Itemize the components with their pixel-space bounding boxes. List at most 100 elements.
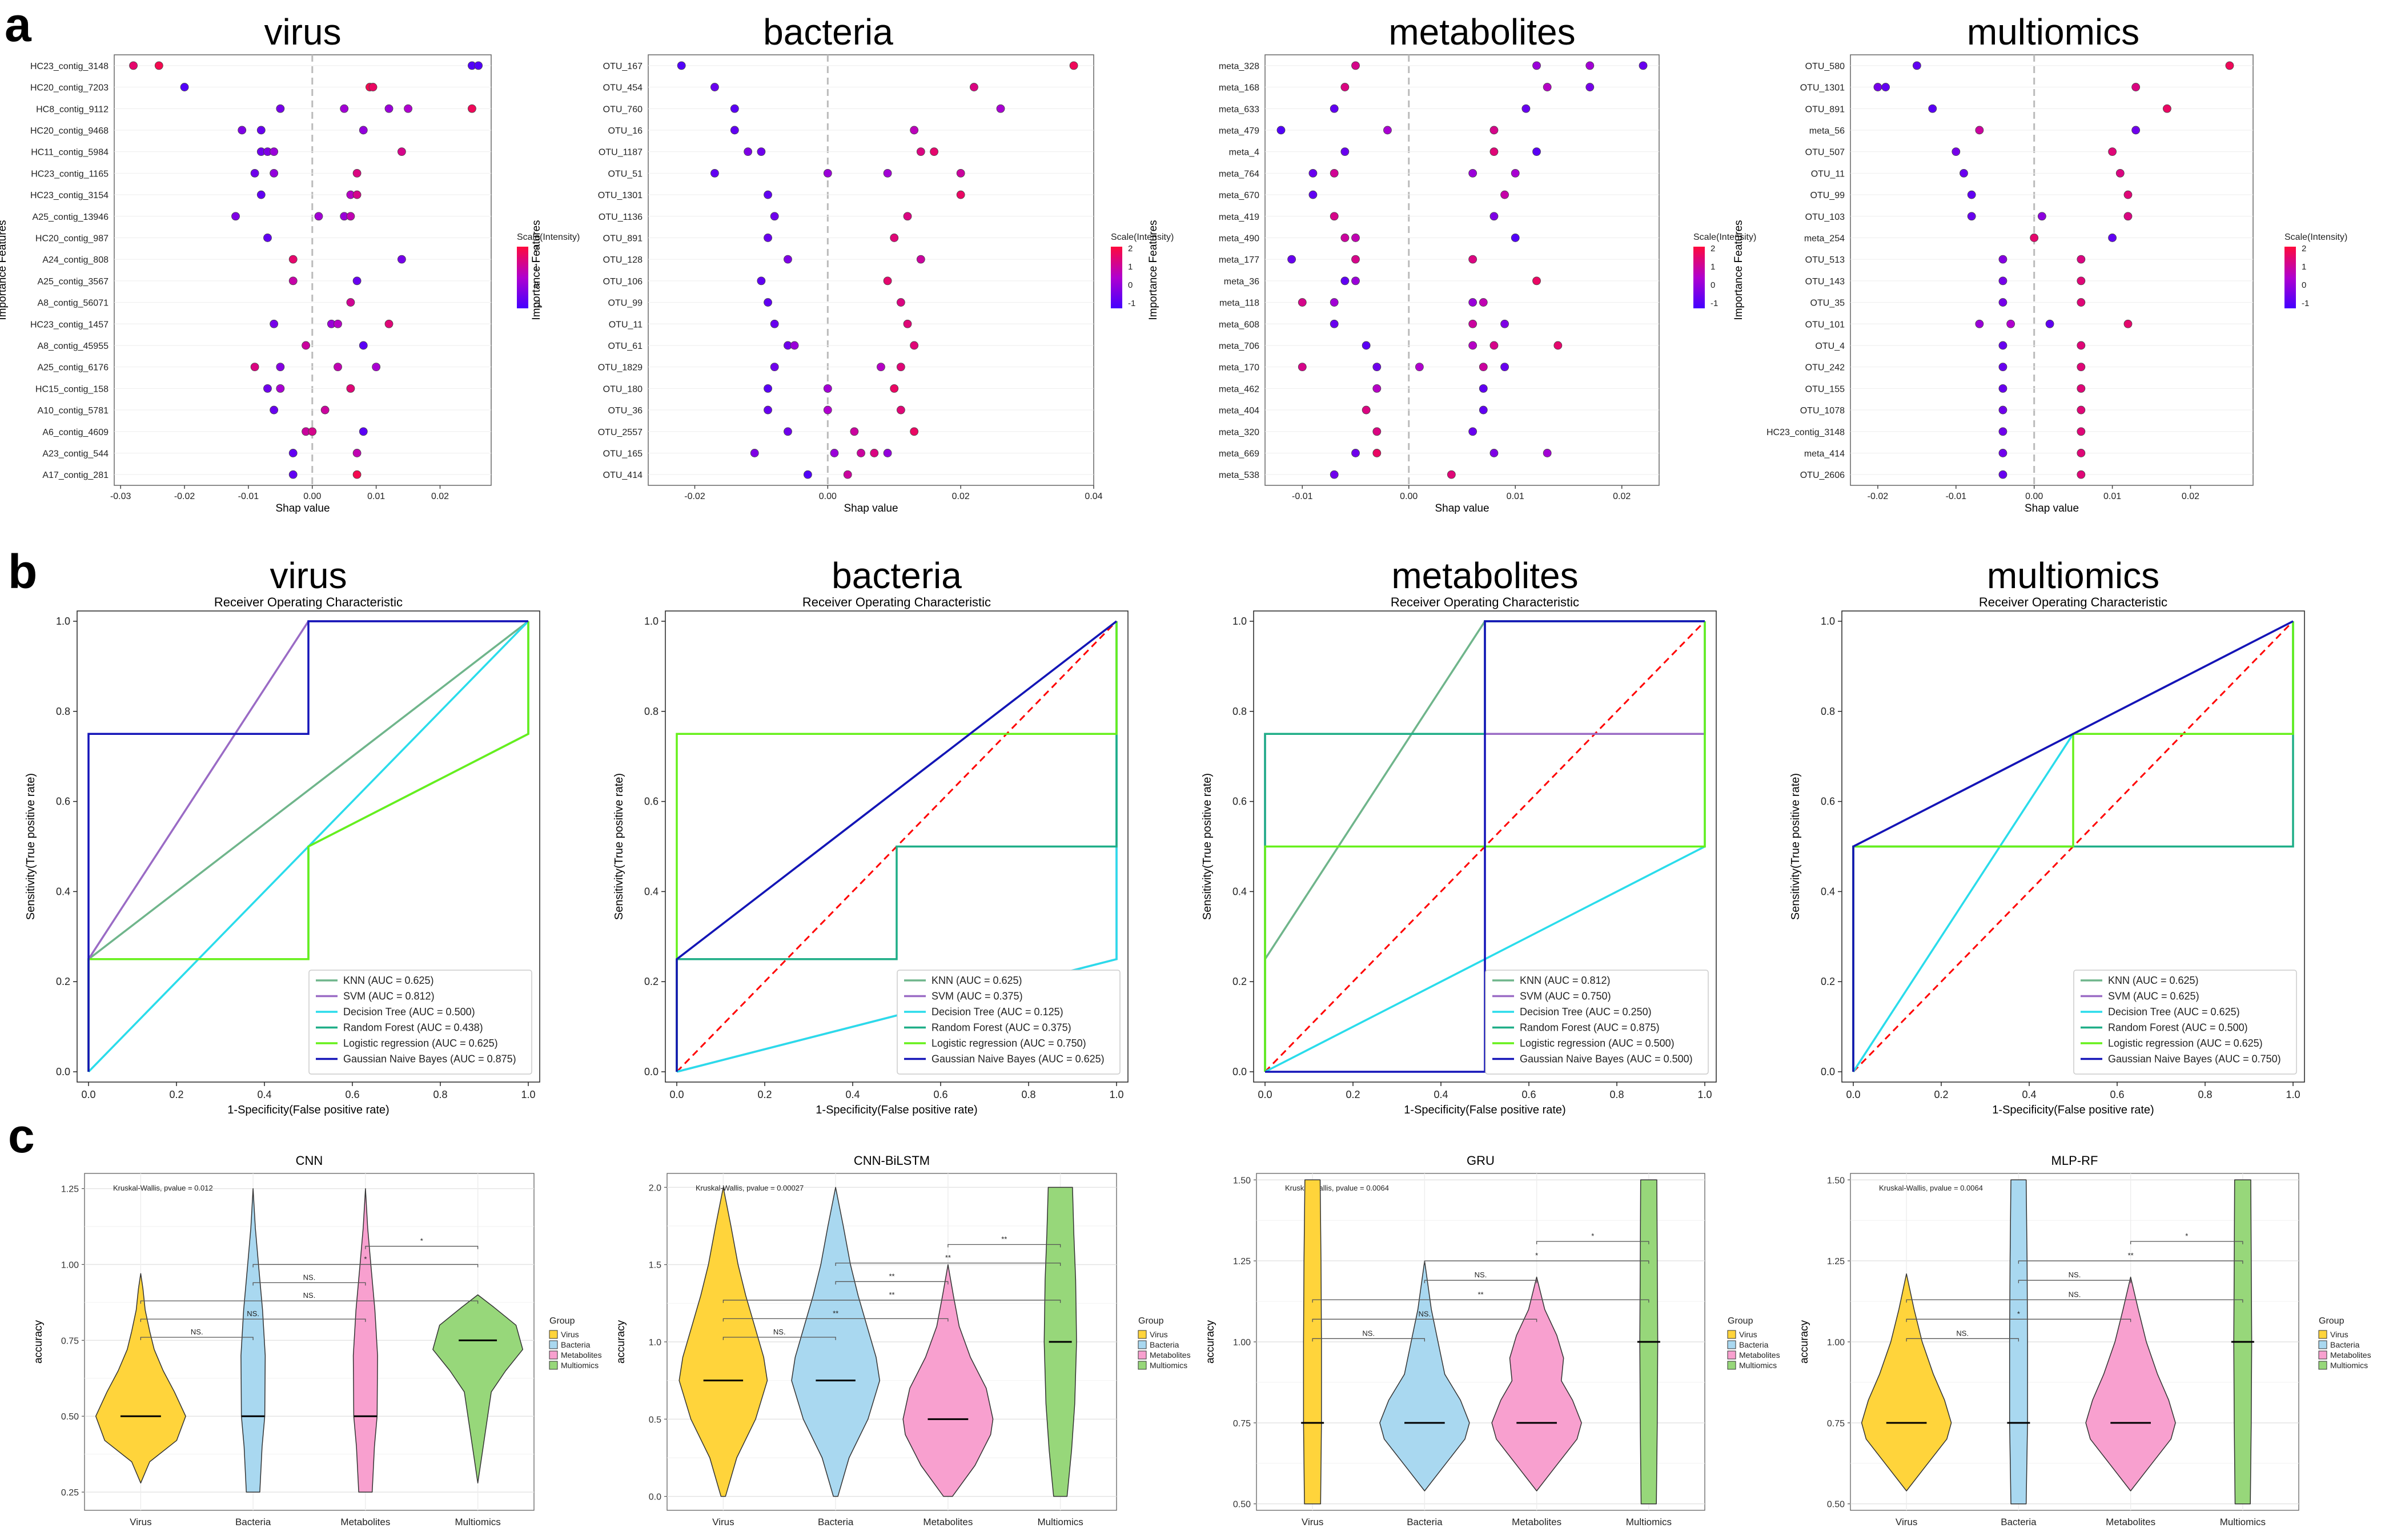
shap-point (916, 147, 925, 156)
shap-point (2030, 234, 2039, 242)
y-tick-label: 0.8 (56, 706, 70, 717)
feature-label: OTU_1301 (1800, 83, 1845, 93)
x-tick-label: 0.02 (431, 492, 449, 501)
shap-point (1330, 470, 1339, 479)
shap-point (1468, 255, 1477, 264)
kruskal-wallis-label: Kruskal-Wallis, pvalue = 0.012 (113, 1184, 213, 1192)
roc-legend: KNN (AUC = 0.625) SVM (AUC = 0.625) Decisi… (2073, 970, 2297, 1075)
roc-subtitle: Receiver Operating Characteristic (214, 595, 403, 609)
x-tick-label: -0.01 (1292, 492, 1313, 501)
shap-point (1532, 147, 1541, 156)
significance-bracket (1312, 1318, 1537, 1322)
legend-label-rf: Random Forest (AUC = 0.500) (2108, 1022, 2248, 1034)
legend-title: Scale(Intensity) (1693, 232, 1756, 242)
feature-label: A8_contig_45955 (37, 341, 109, 351)
shap-point (1952, 147, 1961, 156)
significance-bracket (947, 1244, 1061, 1248)
x-tick-label: 0.02 (952, 492, 970, 501)
shap-point (352, 449, 362, 457)
shap-point (1298, 298, 1307, 307)
feature-label: meta_419 (1219, 212, 1259, 222)
shap-point (1479, 405, 1488, 415)
feature-label: meta_462 (1219, 384, 1259, 394)
plot-frame (1841, 610, 2305, 1083)
y-tick-label: 0.4 (56, 886, 70, 897)
shap-point (896, 405, 905, 415)
feature-label: HC20_contig_987 (35, 234, 109, 243)
significance-bracket (1424, 1260, 1649, 1264)
legend-item: Bacteria (1150, 1340, 1179, 1349)
legend-label-dt: Decision Tree (AUC = 0.625) (2108, 1006, 2240, 1018)
violin-virus (678, 1187, 768, 1497)
significance-label: NS. (773, 1328, 786, 1336)
x-axis-label: Shap value (1435, 502, 1489, 514)
shap-point (1372, 384, 1382, 393)
shap-point (770, 363, 779, 372)
shap-point (1069, 61, 1078, 70)
shap-point (1351, 234, 1360, 242)
roc-title: multiomics (1987, 555, 2159, 596)
shap-point (764, 234, 772, 242)
y-tick-label: 0.2 (644, 976, 659, 987)
legend-item: Bacteria (2330, 1340, 2360, 1349)
legend-colorbar (1693, 247, 1705, 308)
feature-label: meta_170 (1219, 363, 1259, 373)
feature-label: HC11_contig_5984 (31, 148, 109, 158)
x-tick-label: 0.4 (2022, 1089, 2036, 1100)
feature-label: OTU_155 (1805, 384, 1845, 394)
shap-point (1308, 190, 1318, 199)
shap-point (823, 168, 832, 178)
x-tick-label: 0.00 (2025, 492, 2043, 501)
shap-point (1468, 319, 1477, 328)
legend-tick-label: 1 (534, 262, 539, 272)
legend-item: Virus (561, 1330, 579, 1339)
shap-point (314, 212, 323, 221)
legend-label-rf: Random Forest (AUC = 0.875) (1520, 1022, 1660, 1034)
shap-point (930, 147, 938, 156)
shap-point (1330, 212, 1339, 221)
legend-item: Bacteria (561, 1340, 591, 1349)
y-tick-label: 0.50 (1233, 1500, 1251, 1510)
shap-point (2037, 212, 2046, 221)
x-tick-label: 0.01 (367, 492, 385, 501)
significance-label: NS. (247, 1309, 259, 1318)
feature-label: OTU_106 (603, 277, 643, 287)
legend-swatch-multiomics (549, 1361, 558, 1370)
legend-label-svm: SVM (AUC = 0.750) (1520, 991, 1611, 1002)
plot-frame (77, 610, 540, 1083)
shap-title: virus (264, 11, 341, 53)
violin-metabolites (1491, 1276, 1582, 1491)
shap-point (2077, 384, 2086, 393)
y-tick-label: 0.2 (56, 976, 70, 987)
shap-point (468, 104, 476, 113)
roc-legend: KNN (AUC = 0.812) SVM (AUC = 0.750) Decisi… (1485, 970, 1709, 1075)
x-tick-label: 1.0 (2286, 1089, 2300, 1100)
shap-point (1351, 449, 1360, 457)
shap-point (1340, 234, 1350, 242)
feature-label: HC23_contig_3148 (30, 62, 109, 71)
legend-title: Group (549, 1316, 575, 1326)
feature-label: OTU_99 (608, 299, 643, 308)
shap-point (1543, 449, 1552, 457)
shap-point (1998, 470, 2007, 479)
legend-label-gnb: Gaussian Naive Bayes (AUC = 0.500) (1520, 1054, 1693, 1065)
shap-point (346, 212, 355, 221)
legend-colorbar (1111, 247, 1122, 308)
x-tick-label: 0.02 (1613, 492, 1631, 501)
feature-label: OTU_35 (1810, 299, 1845, 308)
shap-point (1521, 104, 1531, 113)
significance-bracket (140, 1300, 479, 1304)
shap-point (1362, 341, 1371, 350)
roc-legend: KNN (AUC = 0.625) SVM (AUC = 0.812) Decisi… (308, 970, 532, 1075)
shap-point (1468, 298, 1477, 307)
x-tick-label: Metabolites (1512, 1517, 1561, 1527)
significance-bracket (140, 1318, 366, 1322)
y-tick-label: 0.6 (1232, 796, 1247, 807)
shap-point (1351, 61, 1360, 70)
y-tick-label: 0.2 (1232, 976, 1247, 987)
x-tick-label: 0.00 (1400, 492, 1418, 501)
shap-point (823, 384, 832, 393)
feature-label: meta_168 (1219, 83, 1259, 93)
feature-label: meta_414 (1804, 449, 1845, 459)
